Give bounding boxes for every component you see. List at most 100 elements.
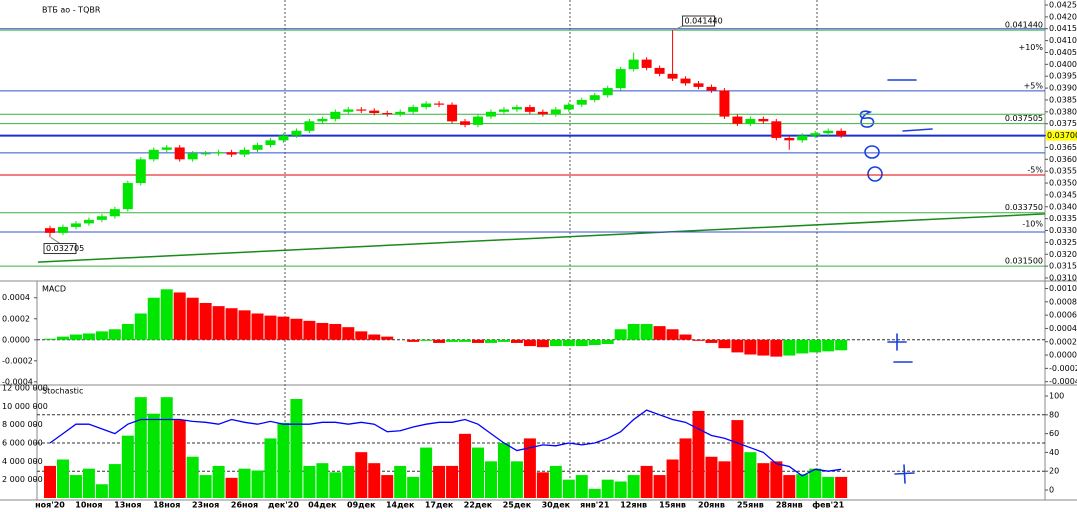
histogram-bar [783, 339, 796, 356]
volume-bar [796, 474, 809, 498]
x-tick-label: 13ноя [114, 501, 141, 510]
histogram-bar [588, 339, 601, 346]
level-label: +5% [1024, 81, 1044, 90]
volume-bar [95, 484, 108, 498]
volume-bar [770, 461, 783, 498]
histogram-bar [82, 333, 95, 340]
histogram-bar [277, 316, 290, 340]
histogram-bar [147, 297, 160, 340]
histogram-bar [160, 289, 173, 340]
volume-bar [835, 476, 848, 498]
hand-mark [867, 166, 883, 182]
histogram-bar [822, 339, 835, 352]
histogram-bar [679, 334, 692, 340]
y-tick-label: 0.0395 [1049, 72, 1077, 81]
histogram-bar [368, 334, 381, 340]
candle-body [719, 90, 730, 117]
y-tick-label: 0.0004 [2, 293, 30, 302]
x-tick-label: 26ноя [231, 501, 258, 510]
volume-bar [666, 459, 679, 498]
candle-body [460, 121, 471, 125]
y-tick-label: 0 [1049, 486, 1054, 495]
volume-bar [562, 479, 575, 498]
histogram-bar [718, 339, 731, 349]
y-tick-label: 0.0000 [2, 335, 30, 344]
candle-body [408, 107, 419, 112]
volume-bar [757, 463, 770, 498]
candle-body [213, 152, 224, 154]
x-tick-label: 20янв [698, 501, 725, 510]
volume-bar [134, 397, 147, 498]
y-tick-label: 0.0365 [1049, 143, 1077, 152]
histogram-bar [472, 339, 485, 343]
histogram-bar [601, 339, 614, 344]
x-tick-label: 23ноя [192, 501, 219, 510]
x-tick-label: 22дек [464, 501, 493, 510]
histogram-bar [212, 306, 225, 340]
candle-body [291, 130, 302, 136]
candle-body [434, 103, 445, 105]
y-tick-label: 20 [1049, 467, 1059, 476]
level-label: 0.033750 [1005, 203, 1043, 212]
candle-body [823, 130, 834, 134]
candle-body [382, 113, 393, 115]
histogram-bar [614, 329, 627, 340]
histogram-bar [355, 331, 368, 340]
level-label: -5% [1027, 165, 1043, 174]
y-tick-label: -0.0004 [1049, 377, 1077, 386]
candle-body [524, 107, 535, 112]
histogram-bar [446, 339, 459, 342]
y-tick-label: 0.0385 [1049, 95, 1077, 104]
histogram-bar [653, 326, 666, 340]
volume-bar [783, 475, 796, 498]
x-tick-label: дек'20 [268, 501, 299, 510]
histogram-bar [835, 339, 848, 351]
volume-bar [186, 456, 199, 498]
y-tick-label: -0.0002 [1049, 364, 1077, 373]
y-tick-label: 0.0325 [1049, 238, 1077, 247]
y-tick-label: -0.0004 [2, 377, 33, 386]
histogram-bar [186, 297, 199, 340]
candle-body [732, 116, 743, 124]
annotation-box [682, 15, 716, 27]
y-tick-label: 0.0360 [1049, 155, 1077, 164]
volume-bar [446, 465, 459, 498]
volume-bar [731, 420, 744, 498]
histogram-bar [497, 339, 510, 342]
x-tick-label: 25дек [503, 501, 532, 510]
histogram-bar [744, 339, 757, 355]
candle-body [628, 59, 639, 70]
candle-body [83, 219, 94, 224]
volume-bar [264, 438, 277, 498]
y-tick-label: 0.0002 [1049, 337, 1077, 346]
histogram-bar [575, 339, 588, 347]
histogram-bar [549, 339, 562, 347]
histogram-bar [562, 339, 575, 347]
candle-body [148, 149, 159, 160]
y-tick-label: 100 [1049, 392, 1064, 401]
price-marker [1046, 130, 1077, 141]
histogram-bar [108, 329, 121, 340]
candle-body [161, 147, 172, 150]
candle-body [693, 83, 704, 87]
volume-bar [679, 438, 692, 498]
volume-bar [510, 461, 523, 498]
volume-bar [640, 465, 653, 498]
candle-body [226, 152, 237, 155]
volume-bar [484, 461, 497, 498]
y-tick-label: 0.0006 [1049, 311, 1077, 320]
volume-bar [316, 463, 329, 498]
volume-bar [809, 468, 822, 498]
histogram-bar [44, 338, 56, 340]
y-tick-label: 0.0004 [1049, 324, 1077, 333]
candle-body [485, 111, 496, 117]
candle-body [706, 86, 717, 91]
panel-title: MACD [42, 285, 66, 294]
y-tick-label: 0.0400 [1049, 60, 1077, 69]
candle-body [667, 73, 678, 79]
annotation-leader [673, 25, 683, 31]
y-tick-label: 0.0415 [1049, 24, 1077, 33]
histogram-bar [303, 320, 316, 340]
candle-body [797, 135, 808, 141]
